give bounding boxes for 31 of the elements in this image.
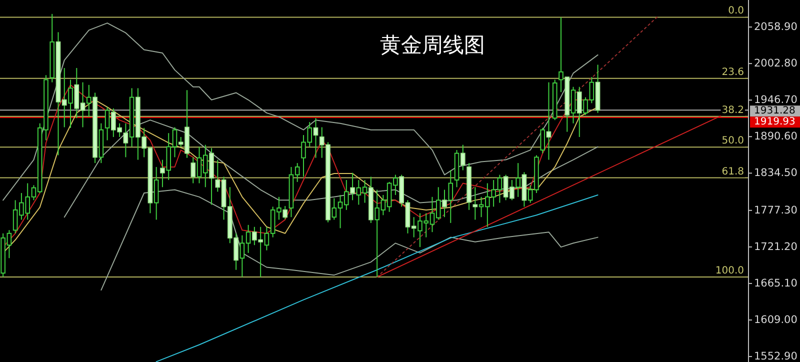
candlestick bbox=[540, 127, 546, 154]
y-tick-label: 1890.60 bbox=[754, 130, 798, 143]
annotation: 100.0 bbox=[715, 266, 744, 277]
y-tick-label: 1721.20 bbox=[754, 240, 798, 253]
y-tick-label: 1609.00 bbox=[754, 314, 798, 326]
candlestick bbox=[516, 162, 520, 198]
line-series bbox=[156, 194, 598, 362]
candlestick bbox=[570, 86, 576, 124]
y-tick-label: 1552.90 bbox=[754, 350, 798, 362]
line-series bbox=[64, 120, 598, 218]
y-tick-label: 1665.10 bbox=[754, 277, 798, 290]
annotation: 50.0 bbox=[722, 136, 744, 147]
y-tick-label: 2058.90 bbox=[754, 21, 798, 34]
annotation: 61.8 bbox=[722, 166, 744, 178]
candlestick bbox=[86, 84, 92, 118]
line-series bbox=[2, 22, 598, 201]
line-series bbox=[100, 189, 598, 291]
text: 黄金周线图 bbox=[380, 33, 485, 57]
ref-line-label: 1919.93 bbox=[754, 116, 796, 128]
candlestick bbox=[68, 79, 73, 128]
candlestick bbox=[448, 170, 454, 224]
y-tick-label: 1777.30 bbox=[754, 204, 798, 216]
y-tick-label: 2002.80 bbox=[754, 58, 798, 70]
y-tick-label: 1946.70 bbox=[754, 94, 798, 106]
annotation: 0.0 bbox=[728, 6, 744, 17]
candlestick bbox=[154, 166, 159, 220]
annotation: 23.6 bbox=[722, 66, 744, 78]
candlestick bbox=[104, 106, 110, 141]
candlestick bbox=[558, 16, 564, 93]
ref-line-label: 1931.28 bbox=[754, 106, 796, 117]
y-tick-label: 1834.50 bbox=[754, 167, 798, 180]
